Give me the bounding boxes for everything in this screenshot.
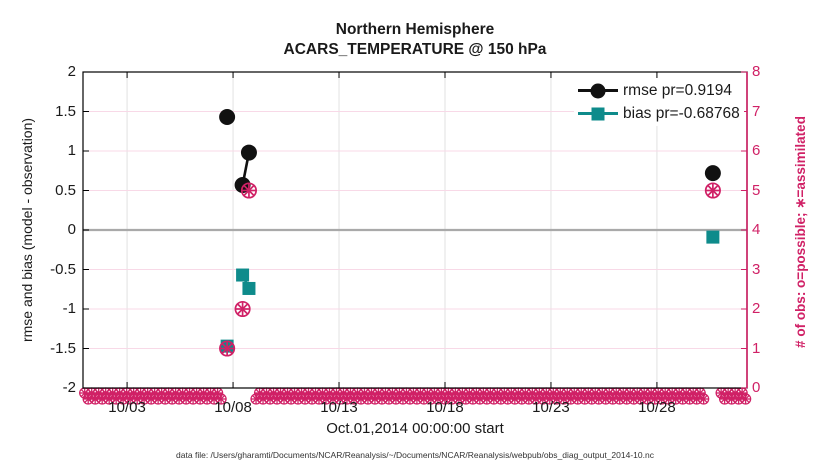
x-tick-label: 10/18 xyxy=(426,399,464,416)
left-y-axis-label: rmse and bias (model - observation) xyxy=(19,117,35,343)
y-left-tick-label: 0 xyxy=(67,221,76,238)
obs-count-marker xyxy=(240,182,257,199)
y-left-tick-label: -1 xyxy=(62,300,76,317)
legend-label-rmse: rmse pr=0.9194 xyxy=(623,81,732,99)
y-right-tick-label: 7 xyxy=(752,102,761,120)
legend-label-bias: bias pr=-0.68768 xyxy=(623,104,740,122)
x-tick-label: 10/13 xyxy=(320,399,358,416)
y-left-tick-label: 1 xyxy=(67,142,76,159)
y-left-tick-label: 0.5 xyxy=(55,181,76,199)
y-left-tick-label: -1.5 xyxy=(50,339,76,357)
x-tick-label: 10/08 xyxy=(214,399,252,416)
bias-point xyxy=(706,230,720,244)
rmse-point xyxy=(240,144,257,161)
rmse-legend-marker xyxy=(578,82,618,100)
obs-count-marker xyxy=(704,182,721,199)
y-right-tick-label: 2 xyxy=(752,300,761,317)
y-right-tick-label: 5 xyxy=(752,181,761,199)
x-tick-label: 10/23 xyxy=(532,399,570,416)
y-right-tick-label: 0 xyxy=(752,379,761,396)
obs-count-marker xyxy=(219,340,236,357)
y-left-tick-label: 1.5 xyxy=(55,102,76,120)
zero-count-band-marker xyxy=(739,393,752,405)
rmse-point xyxy=(704,165,721,182)
bias-square-marker-icon xyxy=(591,107,605,120)
data-file-caption: data file: /Users/gharamti/Documents/NCA… xyxy=(176,450,654,460)
y-right-tick-label: 3 xyxy=(752,260,761,278)
y-right-tick-label: 1 xyxy=(752,339,761,357)
y-right-tick-label: 6 xyxy=(752,142,761,159)
legend-item-rmse: rmse pr=0.9194 xyxy=(578,79,740,102)
zero-count-band-marker xyxy=(215,393,227,405)
x-axis-label: Oct.01,2014 00:00:00 start xyxy=(326,420,504,437)
bias-point xyxy=(242,281,256,295)
zero-count-band-marker xyxy=(698,393,710,405)
y-left-tick-label: -0.5 xyxy=(50,260,76,278)
chart-subtitle: ACARS_TEMPERATURE @ 150 hPa xyxy=(283,41,547,58)
rmse-circle-marker-icon xyxy=(590,83,606,98)
x-tick-label: 10/03 xyxy=(108,399,146,416)
legend: rmse pr=0.9194 bias pr=-0.68768 xyxy=(574,78,744,126)
y-right-tick-label: 4 xyxy=(752,221,761,238)
bias-legend-marker xyxy=(578,105,618,123)
chart-title: Northern Hemisphere xyxy=(335,21,495,38)
zero-count-band-marker xyxy=(383,393,395,405)
rmse-point xyxy=(219,109,236,126)
obs-count-marker xyxy=(234,300,251,318)
y-right-tick-label: 8 xyxy=(752,63,761,80)
legend-item-bias: bias pr=-0.68768 xyxy=(578,102,740,125)
right-y-axis-label: # of obs: o=possible; ∗=assimilated xyxy=(793,116,808,348)
y-left-tick-label: 2 xyxy=(67,63,76,80)
bias-point xyxy=(236,268,250,282)
x-tick-label: 10/28 xyxy=(638,399,676,416)
zero-count-band-marker xyxy=(736,387,748,399)
y-left-tick-label: -2 xyxy=(62,379,76,396)
